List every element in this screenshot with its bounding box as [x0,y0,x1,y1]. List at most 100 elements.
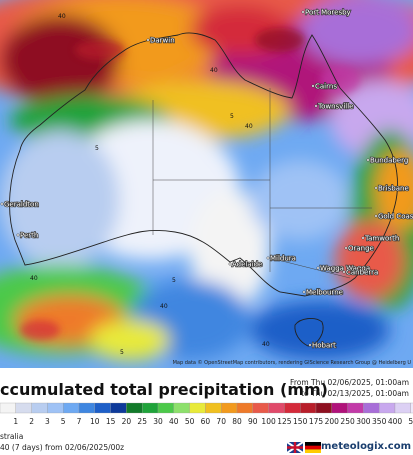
city-dot [374,186,378,190]
city-dot [0,202,4,206]
scale-label: 70 [216,417,226,426]
scale-swatch [157,402,174,414]
city-label: Darwin [150,37,175,45]
precip-field: Port Moresby Darwin Cairns Townsville Bundab… [0,0,413,368]
scale-swatch [221,402,238,414]
contour-label: 5 [120,349,124,356]
scale-label: 40 [169,417,179,426]
scale-swatch [15,402,32,414]
scale-swatch [300,402,317,414]
scale-label: 5 [61,417,66,426]
contour-label: 40 [262,341,270,348]
scale-label: 200 [325,417,340,426]
city-dot [374,214,378,218]
scale-swatch [31,402,48,414]
scale-swatch [47,402,64,414]
city-dot [366,158,370,162]
scale-swatch [363,402,380,414]
scale-label: 175 [309,417,324,426]
city-dot [308,343,312,347]
brand-logo[interactable]: meteologix.com [321,441,411,452]
scale-label: 150 [293,417,308,426]
flag-icons [287,442,321,454]
scale-swatch [252,402,269,414]
scale-swatch [126,402,143,414]
scale-swatch [410,402,413,414]
city-dot [361,236,365,240]
city-label: Gold Coast [378,213,413,221]
scale-label: 5 [408,417,413,426]
scale-swatch [284,402,301,414]
scale-swatch [189,402,206,414]
city-dot [228,262,232,266]
scale-swatch [347,402,364,414]
color-scale: 1 2 3 5 7 10 15 20 25 30 40 50 60 70 80 90 100 125 150 175 2… [0,402,413,426]
scale-swatch [78,402,95,414]
city-label: Orange [348,245,374,253]
state-borders [152,88,372,279]
city-label: Hobart [312,342,336,350]
contour-label: 40 [58,13,66,20]
coastline [9,32,398,297]
scale-swatch [205,402,222,414]
legend-footer: ccumulated total precipitation (mm) From… [0,368,413,455]
scale-label: 100 [261,417,276,426]
city-label: Bundaberg [370,157,408,165]
city-label: Canberra [346,269,378,277]
model-label: 40 (7 days) from 02/06/2025/00z [0,443,125,452]
contour-label: 5 [172,277,176,284]
contour-label: 5 [95,145,99,152]
city-label: Brisbane [378,185,409,193]
city-label: Wagga Wagga [320,265,370,273]
scale-label: 7 [77,417,82,426]
scale-label: 60 [201,417,211,426]
map-title: ccumulated total precipitation (mm) [0,380,328,399]
scale-swatch [331,402,348,414]
city-dot [302,290,306,294]
scale-label: 30 [153,417,163,426]
city-label: Tamworth [364,235,399,243]
city-dot [342,270,346,274]
city-dot [316,266,320,270]
city-dot [344,246,348,250]
city-dot [311,84,315,88]
scale-label: 10 [90,417,100,426]
city-dot [266,256,270,260]
scale-label: 300 [356,417,371,426]
scale-swatch [268,402,285,414]
city-label: Adelaide [232,261,262,269]
city-label: Mildura [270,255,296,263]
scale-swatch [315,402,332,414]
scale-label: 15 [106,417,116,426]
contour-label: 5 [230,113,234,120]
scale-label: 90 [248,417,258,426]
city-dot [314,104,318,108]
city-dot [16,233,20,237]
scale-label: 125 [277,417,292,426]
attribution: Map data © OpenStreetMap contributors, r… [173,359,412,366]
scale-swatch [379,402,396,414]
city-dot [146,38,150,42]
scale-swatch [94,402,111,414]
time-to: to Thu 02/13/2025, 01:00am [301,389,409,398]
time-from: From Thu 02/06/2025, 01:00am [290,378,409,387]
city-label: Port Moresby [305,9,351,17]
contour-label: 40 [210,67,218,74]
city-label: Melbourne [306,289,343,297]
scale-label: 400 [388,417,403,426]
scale-label: 350 [372,417,387,426]
city-label: Geraldton [4,201,39,209]
scale-label: 2 [29,417,34,426]
scale-swatch [173,402,190,414]
contour-label: 40 [245,123,253,130]
region-label: stralia [0,432,24,441]
scale-label: 80 [232,417,242,426]
city-label: Cairns [315,83,337,91]
contour-label: 40 [160,303,168,310]
city-dot [301,10,305,14]
scale-label: 1 [13,417,18,426]
scale-swatch [0,402,16,414]
scale-label: 25 [137,417,147,426]
scale-label: 20 [122,417,132,426]
